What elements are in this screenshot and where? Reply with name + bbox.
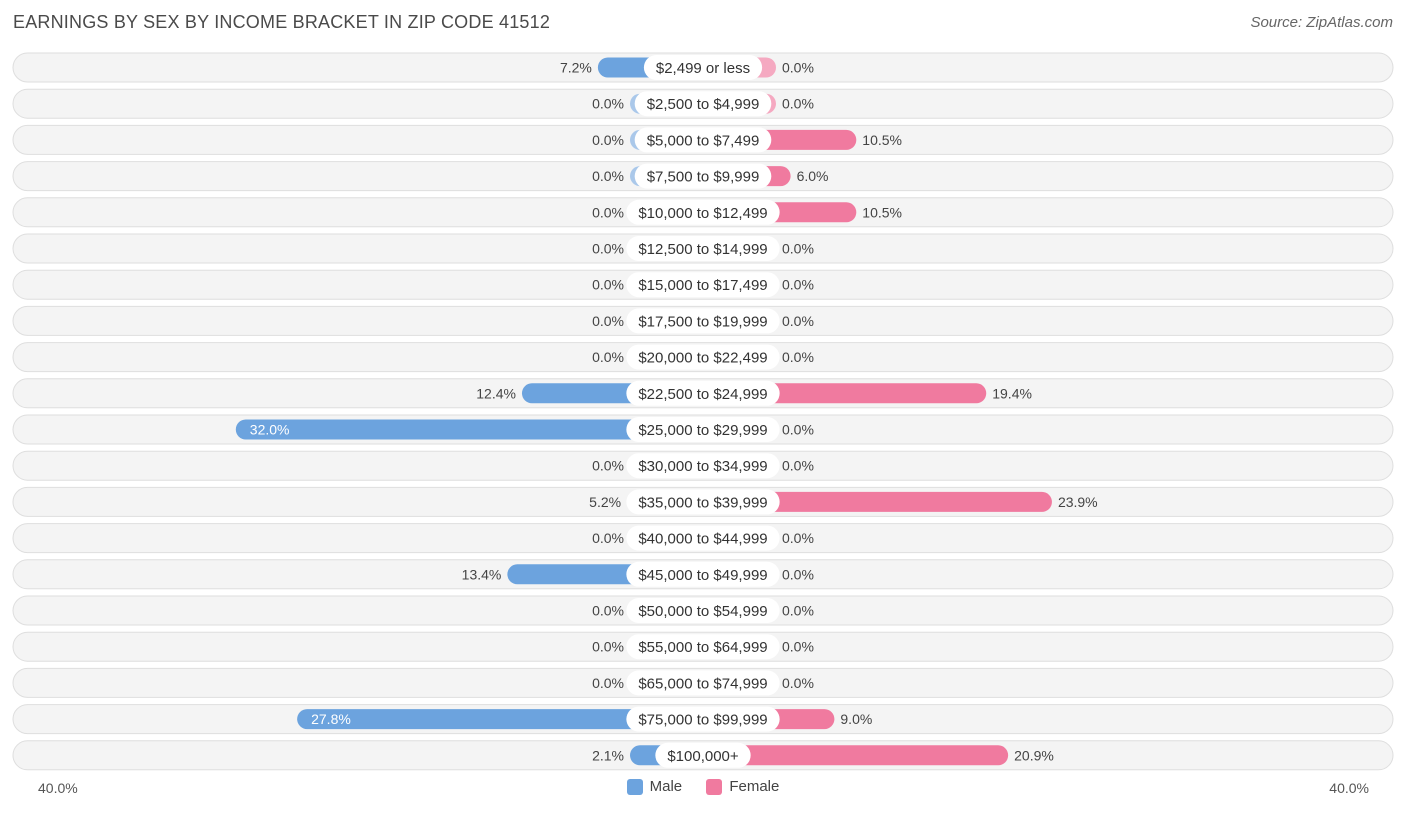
category-pill (626, 199, 780, 225)
category-pill (634, 127, 772, 153)
value-label-male: 0.0% (592, 458, 624, 474)
legend-label-female: Female (729, 778, 780, 795)
category-label: $40,000 to $44,999 (638, 531, 767, 548)
value-label-male: 0.0% (592, 241, 624, 257)
value-label-male: 0.0% (592, 204, 624, 220)
bar-male (297, 709, 703, 730)
legend-swatch-female (706, 778, 723, 795)
value-label-male: 0.0% (592, 349, 624, 365)
legend-label-male: Male (649, 778, 683, 795)
category-label: $45,000 to $49,999 (638, 567, 767, 584)
value-label-male: 0.0% (592, 639, 624, 655)
value-label-male: 13.4% (462, 566, 502, 582)
value-label-male: 5.2% (589, 494, 621, 510)
value-label-female: 19.4% (992, 385, 1032, 401)
category-label: $100,000+ (667, 748, 739, 765)
category-pill (626, 634, 780, 660)
category-label: $2,499 or less (656, 60, 750, 77)
value-label-male: 12.4% (476, 385, 516, 401)
value-label-female: 0.0% (782, 96, 814, 112)
value-label-male: 0.0% (592, 96, 624, 112)
category-label: $2,500 to $4,999 (647, 96, 760, 113)
category-label: $75,000 to $99,999 (638, 712, 767, 729)
category-pill (643, 55, 763, 80)
value-label-female: 0.0% (782, 60, 814, 76)
category-label: $5,000 to $7,499 (647, 132, 760, 149)
chart-title: EARNINGS BY SEX BY INCOME BRACKET IN ZIP… (13, 12, 551, 32)
bar-female (703, 491, 1052, 512)
category-pill (626, 598, 780, 623)
category-pill (626, 706, 780, 732)
value-label-female: 0.0% (782, 349, 814, 365)
category-label: $10,000 to $12,499 (638, 205, 767, 222)
value-label-male: 0.0% (592, 313, 624, 329)
value-label-female: 10.5% (862, 132, 902, 148)
category-pill (634, 163, 772, 189)
category-label: $65,000 to $74,999 (638, 675, 767, 692)
category-pill (655, 742, 751, 768)
bar-female (703, 745, 1009, 766)
category-pill (626, 272, 780, 298)
value-label-male: 0.0% (592, 168, 624, 184)
value-label-female: 20.9% (1014, 747, 1054, 763)
value-label-female: 0.0% (782, 422, 814, 438)
value-label-female: 0.0% (782, 675, 814, 691)
value-label-male: 7.2% (560, 60, 592, 76)
category-pill (626, 344, 780, 370)
legend-item-male: Male (626, 778, 683, 795)
axis-label-left: 40.0% (38, 780, 78, 796)
bar-male (235, 419, 704, 440)
legend: Male Female (0, 778, 1406, 799)
category-pill (626, 670, 780, 696)
value-label-female: 0.0% (782, 603, 814, 619)
legend-swatch-male (626, 778, 643, 795)
category-label: $15,000 to $17,499 (638, 277, 767, 294)
category-pill (626, 308, 780, 334)
category-pill (626, 489, 780, 515)
value-label-female: 6.0% (797, 168, 829, 184)
legend-item-female: Female (706, 778, 779, 795)
category-pill (626, 380, 780, 406)
value-label-female: 0.0% (782, 530, 814, 546)
category-pill (626, 453, 780, 479)
category-pill (626, 236, 780, 261)
value-label-female: 0.0% (782, 241, 814, 257)
category-label: $35,000 to $39,999 (638, 494, 767, 511)
diverging-bar-chart: 7.2% 0.0% $2,499 or less 0.0% 0.0% $2,500 to … (12, 52, 1394, 771)
value-label-female: 0.0% (782, 566, 814, 582)
category-label: $12,500 to $14,999 (638, 241, 767, 258)
category-label: $55,000 to $64,999 (638, 639, 767, 656)
value-label-male: 0.0% (592, 603, 624, 619)
value-label-male: 27.8% (311, 711, 351, 727)
value-label-female: 10.5% (862, 204, 902, 220)
category-pill (634, 91, 772, 117)
value-label-female: 0.0% (782, 458, 814, 474)
category-label: $7,500 to $9,999 (647, 169, 760, 186)
value-label-male: 32.0% (250, 422, 290, 438)
value-label-male: 2.1% (592, 747, 624, 763)
value-label-male: 0.0% (592, 675, 624, 691)
value-label-female: 23.9% (1058, 494, 1098, 510)
axis-label-right: 40.0% (1329, 780, 1369, 796)
value-label-male: 0.0% (592, 530, 624, 546)
category-pill (626, 561, 780, 587)
value-label-male: 0.0% (592, 132, 624, 148)
value-label-female: 9.0% (840, 711, 872, 727)
value-label-female: 0.0% (782, 277, 814, 293)
category-label: $17,500 to $19,999 (638, 313, 767, 330)
category-pill (626, 417, 780, 442)
category-label: $30,000 to $34,999 (638, 458, 767, 475)
category-label: $22,500 to $24,999 (638, 386, 767, 403)
category-label: $50,000 to $54,999 (638, 603, 767, 620)
value-label-female: 0.0% (782, 639, 814, 655)
category-label: $25,000 to $29,999 (638, 422, 767, 439)
source-label: Source: ZipAtlas.com (1250, 14, 1393, 31)
category-pill (626, 525, 780, 551)
category-label: $20,000 to $22,499 (638, 350, 767, 367)
value-label-male: 0.0% (592, 277, 624, 293)
value-label-female: 0.0% (782, 313, 814, 329)
